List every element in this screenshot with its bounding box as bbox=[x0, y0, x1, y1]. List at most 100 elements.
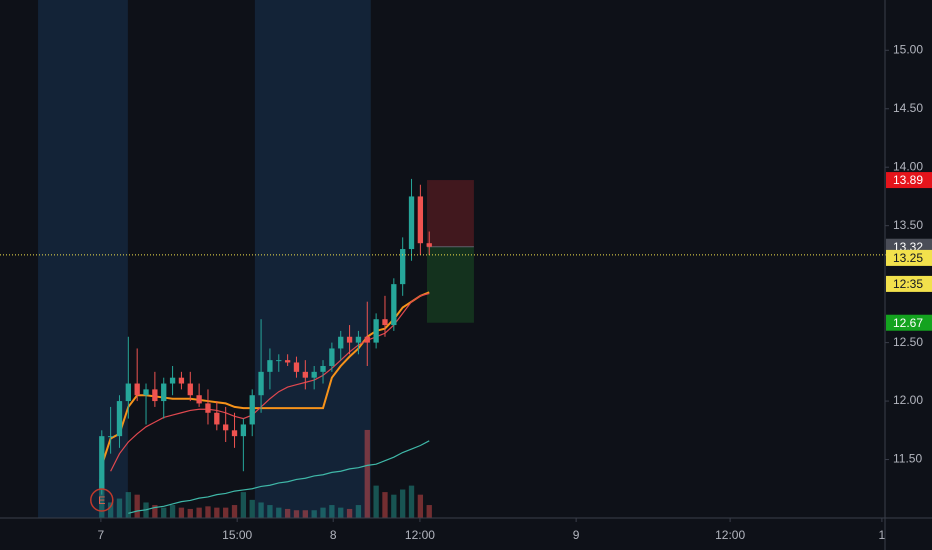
candle-body bbox=[338, 336, 344, 349]
x-tick-label: 15:00 bbox=[222, 528, 252, 542]
candle-body bbox=[355, 336, 362, 343]
volume-bar bbox=[187, 508, 193, 518]
candle-body bbox=[143, 389, 149, 396]
candle-body bbox=[276, 360, 282, 362]
candle-body bbox=[373, 319, 379, 343]
volume-bar bbox=[152, 505, 158, 518]
countdown-tag bbox=[886, 275, 932, 292]
volume-bar bbox=[338, 507, 344, 518]
session-shade bbox=[254, 0, 371, 518]
candle-body bbox=[214, 412, 220, 425]
candle-body bbox=[284, 360, 291, 363]
event-marker bbox=[90, 488, 114, 512]
candle-body bbox=[426, 243, 432, 247]
price-tag bbox=[886, 172, 932, 189]
target-zone bbox=[427, 180, 474, 247]
volume-bar bbox=[223, 507, 229, 518]
y-tick-label: 12.50 bbox=[893, 335, 923, 349]
candle-body bbox=[417, 196, 424, 244]
y-tick-label: 12.00 bbox=[893, 393, 923, 407]
volume-bar bbox=[355, 505, 362, 518]
candle-body bbox=[258, 371, 264, 396]
candle-body bbox=[320, 365, 326, 372]
volume-bar bbox=[161, 507, 167, 518]
session-shade bbox=[38, 0, 128, 518]
candle-body bbox=[391, 284, 397, 326]
volume-bar bbox=[284, 508, 291, 518]
y-tick-label: 14.50 bbox=[893, 101, 923, 115]
candle-body bbox=[205, 403, 211, 413]
volume-bar bbox=[391, 494, 397, 518]
volume-bar bbox=[329, 505, 335, 518]
candle-body bbox=[178, 377, 185, 384]
candle-body bbox=[311, 371, 317, 378]
volume-bar bbox=[134, 494, 140, 518]
moving-average bbox=[128, 440, 430, 514]
volume-bar bbox=[293, 510, 300, 518]
candle-body bbox=[302, 371, 308, 378]
price-tag bbox=[886, 249, 932, 266]
volume-bar bbox=[169, 505, 176, 518]
volume-bar bbox=[373, 485, 379, 518]
x-tick-label: 9 bbox=[573, 528, 580, 542]
volume-bar bbox=[107, 502, 114, 518]
candle-body bbox=[329, 348, 335, 366]
candle-body bbox=[196, 395, 202, 404]
price-tag-label: 13.89 bbox=[893, 173, 923, 187]
candle-body bbox=[364, 336, 370, 343]
candle-body bbox=[152, 389, 158, 402]
volume-bar bbox=[320, 507, 326, 518]
volume-bar bbox=[364, 429, 370, 518]
event-label: E bbox=[98, 495, 105, 507]
volume-bar bbox=[196, 507, 202, 518]
volume-bar bbox=[249, 499, 255, 518]
candle-body bbox=[249, 395, 255, 425]
volume-bar bbox=[178, 507, 185, 518]
volume-bar bbox=[214, 507, 220, 518]
candle-body bbox=[408, 196, 415, 250]
x-tick-label: 8 bbox=[330, 528, 337, 542]
candle-body bbox=[267, 360, 273, 372]
volume-bar bbox=[116, 498, 123, 518]
volume-bar bbox=[205, 506, 211, 518]
volume-bar bbox=[311, 510, 317, 518]
volume-bar bbox=[231, 505, 238, 518]
volume-bar bbox=[240, 492, 247, 518]
candle-body bbox=[169, 377, 176, 384]
volume-bar bbox=[258, 502, 264, 518]
volume-bar bbox=[400, 489, 406, 518]
volume-bar bbox=[346, 508, 353, 518]
candle-body bbox=[187, 383, 193, 396]
volume-bar bbox=[99, 479, 105, 518]
y-tick-label: 11.50 bbox=[893, 452, 922, 466]
x-tick-label: 7 bbox=[98, 528, 105, 542]
candle-body bbox=[400, 249, 406, 285]
candle-body bbox=[382, 319, 388, 326]
y-tick-label: 13.50 bbox=[893, 218, 923, 232]
candle-body bbox=[125, 383, 131, 402]
candle-body bbox=[99, 436, 105, 489]
volume-bar bbox=[382, 492, 388, 518]
candle-body bbox=[346, 336, 353, 343]
x-tick-label: 12:00 bbox=[715, 528, 745, 542]
candle-body bbox=[161, 383, 167, 402]
volume-bar bbox=[408, 485, 415, 518]
volume-bar bbox=[125, 492, 131, 518]
candle-body bbox=[134, 383, 140, 396]
candle-body bbox=[231, 430, 238, 437]
volume-bar bbox=[267, 505, 273, 518]
x-tick-label: 1 bbox=[879, 528, 886, 542]
volume-bar bbox=[426, 505, 432, 518]
price-tag-label: 12.67 bbox=[893, 316, 923, 330]
candle-body bbox=[116, 401, 123, 437]
volume-bar bbox=[417, 494, 424, 518]
candle-body bbox=[223, 424, 229, 431]
volume-bar bbox=[302, 510, 308, 518]
volume-bar bbox=[276, 507, 282, 518]
candle-body bbox=[107, 436, 114, 438]
price-tag bbox=[886, 314, 932, 331]
x-tick-label: 12:00 bbox=[405, 528, 435, 542]
stop-zone bbox=[427, 246, 474, 323]
countdown-label: 12:35 bbox=[893, 277, 923, 291]
